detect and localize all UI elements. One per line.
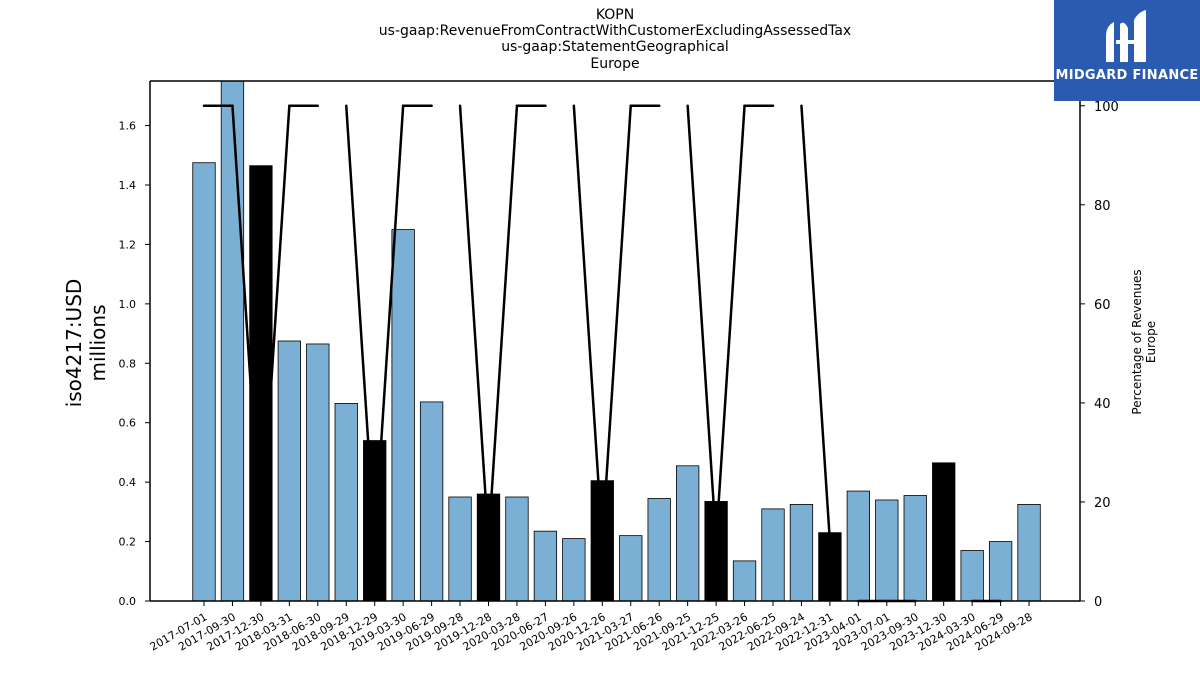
y-left-tick-label-1.6: 1.6	[119, 120, 137, 133]
bar-2018-09-29	[334, 402, 358, 601]
line-slope-2	[345, 104, 376, 543]
bar-2024-06-29	[988, 541, 1013, 601]
bar-2024-09-28	[1017, 504, 1041, 601]
bar-2023-12-30	[932, 462, 956, 601]
y-right-tick-label-0: 0	[1094, 595, 1102, 610]
y-left-tick-label-0.0: 0.0	[119, 595, 137, 608]
bar-2022-12-31	[818, 532, 842, 601]
bar-2023-07-01	[875, 499, 899, 601]
bar-2023-09-30	[903, 495, 927, 601]
line-slope-8	[686, 104, 718, 543]
bar-2022-06-25	[761, 508, 785, 601]
line-slope-4	[458, 104, 490, 543]
y-axis-right-label: Percentage of Revenues Europe	[1130, 269, 1158, 414]
bar-2017-09-30	[220, 81, 245, 601]
line-slope-9	[714, 104, 746, 543]
y-axis-left-label: iso4217:USD millions	[62, 279, 110, 408]
midgard-logo-icon	[1106, 10, 1146, 63]
bar-2020-09-26	[562, 538, 586, 601]
chart-title-line-1: KOPN	[595, 7, 635, 23]
chart-title-line-3: us-gaap:StatementGeographical	[501, 39, 729, 55]
bar-2021-12-25	[704, 501, 728, 601]
bar-2024-03-30	[960, 550, 984, 601]
y-left-tick-label-0.6: 0.6	[119, 417, 137, 430]
chart-title-line-4: Europe	[590, 56, 640, 72]
y-right-tick-label-100: 100	[1094, 100, 1119, 115]
bar-2022-09-24	[789, 504, 814, 601]
line-slope-7	[601, 104, 632, 543]
line-slope-5	[487, 104, 519, 543]
bar-2018-06-30	[306, 343, 330, 601]
bar-2019-12-28	[476, 493, 501, 601]
bar-2020-03-28	[505, 496, 529, 601]
y-right-tick-label-60: 60	[1094, 298, 1111, 313]
bar-2020-06-27	[533, 530, 558, 601]
y-axis-left-label-line-2: millions	[86, 304, 110, 382]
bar-2022-03-26	[732, 560, 757, 601]
bar-2018-12-29	[363, 440, 387, 601]
y-axis-right-label-line-2: Europe	[1144, 320, 1158, 364]
bar-2019-09-28	[448, 496, 472, 601]
y-left-tick-label-0.8: 0.8	[119, 357, 137, 370]
y-left-tick-label-1.2: 1.2	[119, 238, 137, 251]
line-slope-1	[259, 104, 291, 543]
midgard-finance-logo: MIDGARD FINANCE	[1054, 0, 1200, 101]
y-left-tick-label-1.0: 1.0	[119, 298, 137, 311]
line-slope-3	[373, 104, 405, 543]
bar-2021-03-27	[619, 535, 643, 601]
y-left-tick-label-0.2: 0.2	[119, 536, 137, 549]
line-slope-0	[231, 104, 263, 543]
y-left-tick-label-1.4: 1.4	[119, 179, 137, 192]
y-left-tick-label-0.4: 0.4	[119, 476, 137, 489]
bar-2021-09-25	[676, 465, 700, 601]
chart-title-line-2: us-gaap:RevenueFromContractWithCustomerE…	[378, 23, 852, 39]
bar-2018-03-31	[277, 340, 302, 601]
y-right-tick-label-80: 80	[1094, 199, 1111, 214]
y-axis-right-label-line-1: Percentage of Revenues	[1130, 269, 1144, 415]
line-slope-6	[572, 104, 604, 543]
bar-2021-06-26	[647, 498, 671, 601]
y-right-tick-label-40: 40	[1094, 397, 1111, 412]
bar-2017-07-01	[192, 162, 216, 601]
bar-2019-06-29	[419, 401, 444, 601]
bar-2019-03-30	[391, 229, 415, 601]
y-right-tick-label-20: 20	[1094, 496, 1111, 511]
logo-text: MIDGARD FINANCE	[1055, 68, 1199, 83]
line-slope-10	[800, 104, 832, 543]
bar-2023-04-01	[846, 490, 870, 601]
y-axis-left-label-line-1: iso4217:USD	[62, 278, 86, 408]
